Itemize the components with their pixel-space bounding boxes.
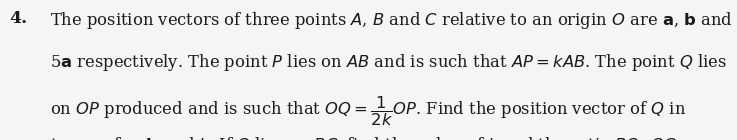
Text: 4.: 4. — [9, 10, 27, 27]
Text: 5$\bf{a}$ respectively. The point $P$ lies on $AB$ and is such that $AP = kAB$. : 5$\bf{a}$ respectively. The point $P$ li… — [50, 52, 727, 73]
Text: The position vectors of three points $A$, $B$ and $C$ relative to an origin $O$ : The position vectors of three points $A$… — [50, 10, 733, 31]
Text: terms of $\bf{a}$, $\bf{b}$ and $k$. If $Q$ lies on $BC$, find the value of $k$ : terms of $\bf{a}$, $\bf{b}$ and $k$. If … — [50, 136, 680, 140]
Text: on $OP$ produced and is such that $OQ = \dfrac{1}{2k}OP$. Find the position vect: on $OP$ produced and is such that $OQ = … — [50, 95, 686, 128]
